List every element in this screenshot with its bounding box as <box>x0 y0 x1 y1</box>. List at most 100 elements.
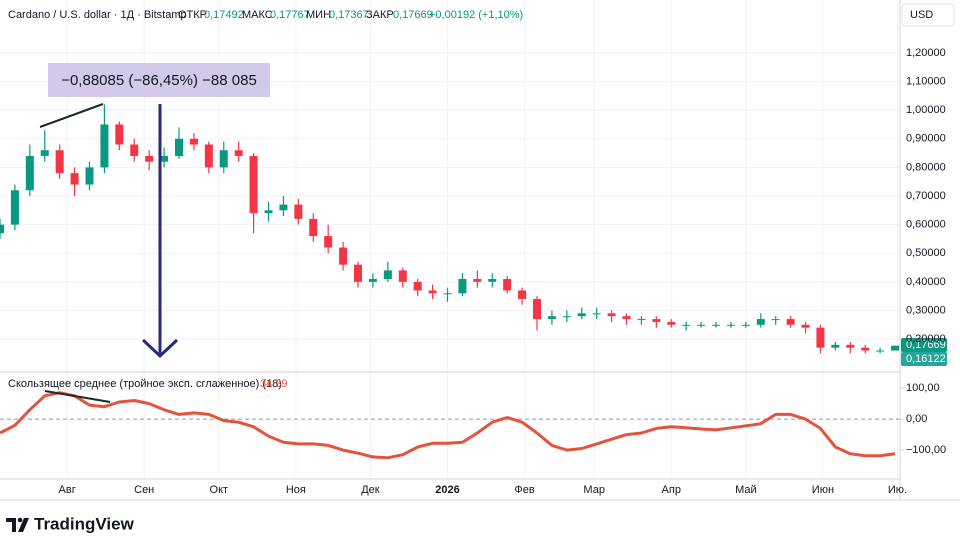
candle-body <box>876 350 885 352</box>
arrow-head <box>141 338 179 359</box>
candle-body <box>592 313 601 315</box>
y-tick-label: 1,10000 <box>906 75 946 87</box>
candle-body <box>443 293 452 295</box>
candle-body <box>458 279 467 294</box>
candle-body <box>473 279 482 282</box>
candle-body <box>294 204 303 219</box>
candle-body <box>398 270 407 282</box>
candle-body <box>175 138 184 156</box>
candle-body <box>562 316 571 318</box>
currency-button[interactable] <box>901 3 955 27</box>
y-tick-label: 0,70000 <box>906 190 946 202</box>
candle-body <box>160 155 169 162</box>
candle-body <box>234 150 243 156</box>
candle-body <box>40 150 49 156</box>
candle-body <box>383 270 392 279</box>
y-tick-label: 1,00000 <box>906 104 946 116</box>
x-tick-label: Авг <box>59 484 76 496</box>
y-tick-label: 100,00 <box>906 382 940 394</box>
low-label: МИН <box>306 9 331 21</box>
brand-logo <box>6 517 29 532</box>
measure-box <box>48 63 270 97</box>
change-value: +0,00192 (+1,10%) <box>429 9 523 21</box>
x-tick-label: Июн <box>812 484 834 496</box>
x-tick-label: Ноя <box>286 484 306 496</box>
candle-body <box>622 316 631 320</box>
x-tick-label: Фев <box>514 484 534 496</box>
candle-body <box>249 155 258 214</box>
indicator-value: 34,39 <box>260 378 288 390</box>
y-tick-label: −100,00 <box>906 444 946 456</box>
candle-body <box>891 345 900 351</box>
candle-body <box>697 324 706 326</box>
candle-body <box>85 167 94 185</box>
candle-body <box>368 279 377 282</box>
y-tick-label: 1,20000 <box>906 47 946 59</box>
candle-body <box>219 150 228 168</box>
candle-body <box>637 319 646 321</box>
prev-price-box <box>901 352 947 366</box>
prev-price: 0,16122 <box>906 353 946 365</box>
last-price-box <box>901 338 947 352</box>
currency[interactable]: USD <box>910 9 933 21</box>
candle-body <box>428 290 437 294</box>
marks <box>0 104 900 460</box>
symbol: Cardano / U.S. dollar · 1Д · Bitstamp <box>8 9 187 21</box>
indicator-title: Скользящее среднее (тройное эксп. сглаже… <box>8 378 282 390</box>
close-value: 0,17669 <box>393 9 433 21</box>
y-tick-label: 0,40000 <box>906 276 946 288</box>
candle-body <box>10 190 19 225</box>
candle-body <box>786 319 795 325</box>
candle-body <box>547 316 556 320</box>
high-label: МАКС <box>242 9 273 21</box>
candle-body <box>712 324 721 326</box>
y-tick-label: 0,80000 <box>906 161 946 173</box>
y-tick-label: 0,90000 <box>906 133 946 145</box>
close-label: ЗАКР <box>366 9 394 21</box>
open-label: ОТКР <box>178 9 207 21</box>
y-tick-label: 0,30000 <box>906 304 946 316</box>
x-tick-label: Ию. <box>888 484 907 496</box>
candle-body <box>70 173 79 185</box>
candle-body <box>816 327 825 348</box>
x-tick-label: Сен <box>134 484 154 496</box>
candle-body <box>577 313 586 317</box>
candle-body <box>279 204 288 211</box>
candle-body <box>518 290 527 300</box>
brand-name: TradingView <box>34 514 135 533</box>
candle-body <box>652 319 661 322</box>
candle-body <box>130 144 139 156</box>
candle-body <box>413 281 422 291</box>
candle-body <box>667 321 676 325</box>
candle-body <box>339 247 348 265</box>
x-tick-label: Апр <box>662 484 681 496</box>
candle-body <box>801 324 810 328</box>
candle-body <box>846 344 855 348</box>
candle-body <box>324 236 333 248</box>
candle-body <box>0 224 4 234</box>
y-tick-label: 0,50000 <box>906 247 946 259</box>
y-tick-label: 0,20000 <box>906 333 946 345</box>
x-tick-label: Май <box>735 484 757 496</box>
trend-line <box>39 103 104 128</box>
trend-line <box>44 390 111 403</box>
low-value: 0,17367 <box>329 9 369 21</box>
candle-body <box>309 218 318 237</box>
candle-body <box>264 210 273 214</box>
x-tick-label: 2026 <box>435 484 459 496</box>
candle-body <box>354 264 363 282</box>
candle-body <box>682 324 691 326</box>
candle-body <box>503 279 512 291</box>
candle-body <box>771 319 780 321</box>
candle-body <box>861 347 870 351</box>
candle-body <box>25 155 34 191</box>
candle-body <box>488 279 497 282</box>
candle-body <box>831 344 840 348</box>
candle-body <box>145 155 154 162</box>
candle-body <box>756 319 765 325</box>
candle-body <box>533 299 542 320</box>
y-tick-label: 0,60000 <box>906 219 946 231</box>
indicator-line <box>0 391 896 460</box>
candle-body <box>100 124 109 168</box>
